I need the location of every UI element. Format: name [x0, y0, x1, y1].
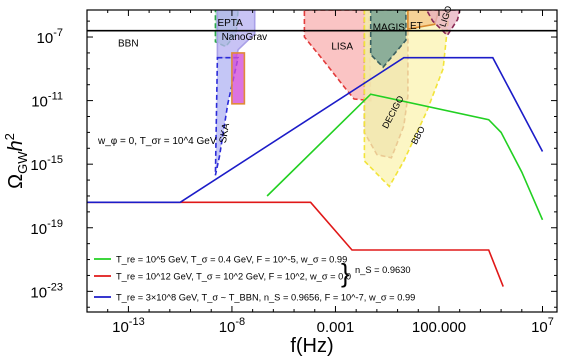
x-tick-label: 107 — [531, 316, 554, 336]
plot-frame — [86, 9, 558, 313]
x-tick-label: 100.000 — [412, 319, 466, 336]
bbn-label: BBN — [118, 39, 139, 50]
bbn-bound: BBN — [87, 29, 557, 50]
series-line-1 — [266, 93, 544, 221]
series-line-3 — [87, 56, 544, 204]
y-axis-label: ΩGWh2 — [2, 133, 30, 189]
legend-entry: T_re = 3×10^8 GeV, T_σ ~ T_BBN, n_S = 0.… — [116, 293, 415, 303]
y-tick-label: 10-7 — [37, 27, 63, 47]
gw-spectrum-curves — [87, 56, 544, 287]
y-tick-label: 10-19 — [30, 218, 63, 238]
legend: T_re = 10^5 GeV, T_σ = 0.4 GeV, F = 10^-… — [94, 255, 415, 303]
region-ligo — [425, 10, 461, 37]
plot-background — [87, 10, 557, 312]
label-ska: SKA — [218, 122, 232, 144]
legend-entry: T_re = 10^5 GeV, T_σ = 0.4 GeV, F = 10^-… — [116, 255, 347, 265]
y-tick-label: 10-11 — [31, 91, 63, 111]
legend-shared-note: n_S = 0.9630 — [355, 265, 411, 275]
label-lisa: LISA — [331, 42, 353, 53]
x-tick-label: 10-13 — [112, 316, 145, 336]
legend-entry: T_re = 10^12 GeV, T_σ = 10^2 GeV, F = 10… — [116, 272, 351, 282]
region-nanograv-band — [231, 52, 246, 105]
x-axis-label: f(Hz) — [290, 335, 333, 357]
series-line-2 — [87, 201, 504, 287]
x-tick-label: 10-8 — [219, 316, 245, 336]
label-epta: EPTA — [217, 18, 243, 29]
legend-brace: } — [341, 258, 350, 288]
region-magis — [369, 10, 407, 69]
label-nanograv: NanoGrav — [222, 32, 268, 43]
detector-sensitivity-regions — [214, 10, 461, 188]
inflaton-annotation: w_φ = 0, T_σr = 10^4 GeV — [97, 136, 217, 147]
label-magis: MAGIS — [373, 23, 406, 34]
annotation-text: w_φ = 0, T_σr = 10^4 GeV — [97, 136, 217, 147]
y-tick-label: 10-23 — [30, 281, 63, 301]
x-tick-label: 0.001 — [317, 319, 355, 336]
y-tick-label: 10-15 — [30, 154, 63, 174]
label-et: ET — [410, 21, 423, 32]
